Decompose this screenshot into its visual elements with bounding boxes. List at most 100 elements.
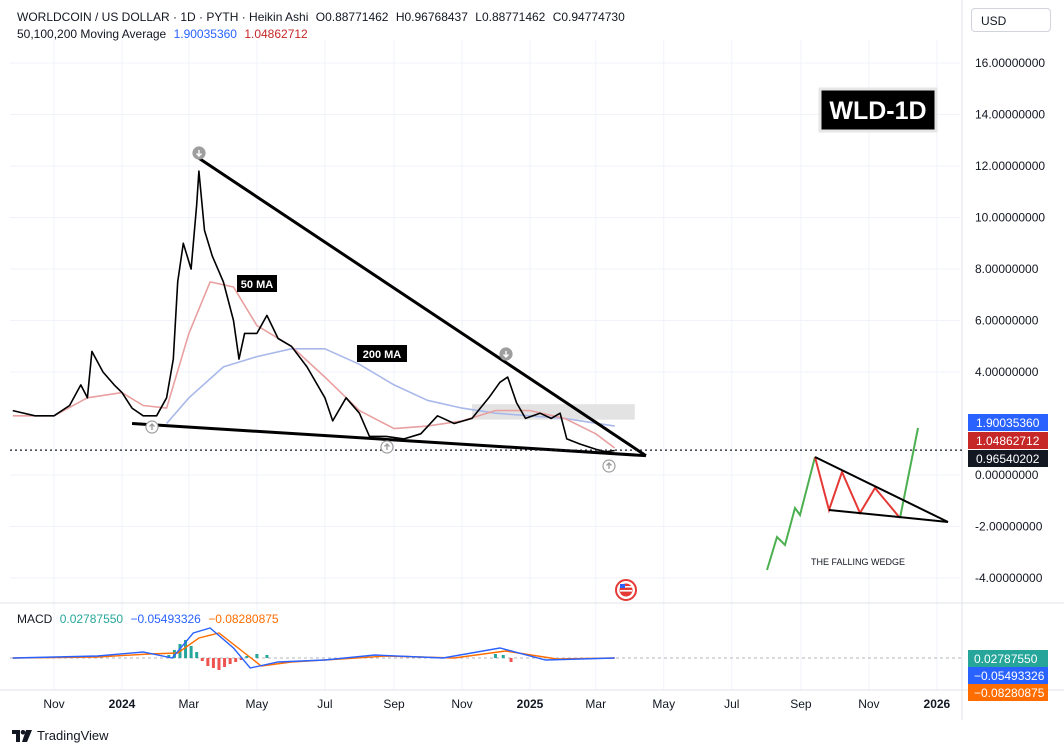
price-label-bg bbox=[968, 450, 1048, 467]
price-label-text: 1.90035360 bbox=[976, 416, 1040, 430]
y-tick-label: 14.00000000 bbox=[975, 108, 1045, 122]
ma-legend[interactable]: 50,100,200 Moving Average 1.90035360 1.0… bbox=[17, 27, 312, 41]
x-tick-label: 2026 bbox=[924, 697, 951, 711]
y-tick-label: 4.00000000 bbox=[975, 365, 1039, 379]
annotation-bg bbox=[237, 275, 277, 292]
price-series[interactable] bbox=[12, 170, 615, 453]
arrow-up-icon bbox=[145, 420, 159, 434]
macd-label-text: −0.08280875 bbox=[974, 686, 1045, 700]
x-axis[interactable]: Nov 2024 Mar May Jul Sep Nov 2025 Mar May Jul Sep No… bbox=[43, 697, 950, 711]
x-tick-label: Sep bbox=[790, 697, 812, 711]
ma200-annotation: 200 MA bbox=[357, 345, 407, 362]
macd-hist-bar bbox=[217, 658, 221, 670]
y-tick-label: 12.00000000 bbox=[975, 159, 1045, 173]
price-label-bg bbox=[968, 414, 1048, 431]
macd-hist-bar bbox=[255, 654, 259, 658]
chart-header: WORLDCOIN / US DOLLAR · 1D · PYTH · Heik… bbox=[17, 10, 629, 24]
macd-hist-bar bbox=[245, 656, 249, 658]
macd-pane[interactable] bbox=[10, 627, 962, 670]
macd-hist-bar bbox=[184, 640, 188, 658]
macd-hist-bar bbox=[501, 655, 505, 658]
gridlines bbox=[10, 40, 960, 690]
x-tick-label: Nov bbox=[858, 697, 879, 711]
currency-button[interactable]: USD bbox=[971, 8, 1051, 32]
x-tick-label: Nov bbox=[43, 697, 64, 711]
price-label-text: 0.96540202 bbox=[976, 452, 1040, 466]
arrow-down-icon bbox=[192, 146, 206, 160]
flag-stripe bbox=[620, 586, 632, 588]
macd-label: MACD bbox=[17, 612, 53, 626]
price-label-bg bbox=[968, 432, 1048, 449]
symbol-badge: WLD-1D bbox=[818, 87, 938, 133]
tradingview-logo[interactable]: TradingView bbox=[12, 728, 109, 743]
ohlc-open: O0.88771462 bbox=[315, 10, 389, 24]
resistance-zone bbox=[472, 404, 635, 420]
macd-label-text: 0.02787550 bbox=[974, 652, 1038, 666]
x-tick-label: May bbox=[652, 697, 675, 711]
price-label: 0.96540202 bbox=[968, 450, 1048, 467]
marker-arrow bbox=[149, 423, 155, 430]
macd-hist-bar bbox=[195, 652, 199, 658]
price-labels: 1.90035360 1.04862712 0.96540202 bbox=[968, 414, 1048, 467]
x-tick-label: 2025 bbox=[517, 697, 544, 711]
y-tick-label: -4.00000000 bbox=[975, 571, 1043, 585]
wedge-upper-trendline[interactable] bbox=[198, 157, 647, 457]
y-tick-label: 8.00000000 bbox=[975, 262, 1039, 276]
arrow-up-icon bbox=[380, 440, 394, 454]
price-label-text: 1.04862712 bbox=[976, 434, 1040, 448]
x-tick-label: Mar bbox=[585, 697, 606, 711]
macd-line[interactable] bbox=[12, 627, 615, 669]
ma-legend-value-red: 1.04862712 bbox=[244, 27, 308, 41]
ma50-annotation: 50 MA bbox=[237, 275, 277, 292]
macd-hist-bar bbox=[200, 658, 204, 661]
macd-hist-bar bbox=[493, 654, 497, 658]
macd-hist-bar bbox=[239, 658, 243, 660]
annotation-text: 200 MA bbox=[363, 349, 402, 361]
marker-arrow bbox=[196, 150, 202, 157]
x-tick-label: May bbox=[246, 697, 269, 711]
x-tick-label: Jul bbox=[724, 697, 739, 711]
macd-price-label: 0.02787550 bbox=[968, 650, 1048, 667]
marker-arrow bbox=[606, 462, 612, 469]
ohlc-low: L0.88771462 bbox=[475, 10, 546, 24]
us-flag-icon[interactable] bbox=[615, 579, 637, 601]
macd-label-text: −0.05493326 bbox=[974, 669, 1045, 683]
tradingview-wordmark: TradingView bbox=[37, 728, 109, 743]
wedge-breakout-line bbox=[899, 427, 919, 519]
y-tick-label: 6.00000000 bbox=[975, 314, 1039, 328]
ohlc-high: H0.96768437 bbox=[395, 10, 468, 24]
x-tick-label: Nov bbox=[451, 697, 472, 711]
badge-text: WLD-1D bbox=[829, 97, 926, 125]
macd-label-bg bbox=[968, 684, 1048, 701]
ma-legend-label: 50,100,200 Moving Average bbox=[17, 27, 167, 41]
price-label: 1.04862712 bbox=[968, 432, 1048, 449]
macd-hist-bar bbox=[265, 655, 269, 658]
wedge-upper-line bbox=[814, 456, 949, 523]
x-tick-label: Sep bbox=[383, 697, 405, 711]
symbol-title[interactable]: WORLDCOIN / US DOLLAR · 1D · PYTH · Heik… bbox=[17, 10, 309, 24]
y-tick-label: 0.00000000 bbox=[975, 468, 1039, 482]
macd-hist-bar bbox=[223, 658, 227, 667]
macd-legend[interactable]: MACD 0.02787550 −0.05493326 −0.08280875 bbox=[17, 612, 283, 626]
wedge-zigzag-line bbox=[814, 456, 901, 519]
tradingview-icon bbox=[12, 729, 32, 742]
macd-hist-bar bbox=[509, 658, 513, 662]
macd-hist-bar bbox=[234, 658, 238, 662]
x-tick-label: Jul bbox=[317, 697, 332, 711]
arrow-up-icon bbox=[602, 459, 616, 473]
macd-price-label: −0.08280875 bbox=[968, 684, 1048, 701]
macd-hist-bar bbox=[211, 658, 215, 668]
macd-hist-bar bbox=[228, 658, 232, 664]
macd-hist-bar bbox=[167, 655, 171, 658]
y-axis[interactable]: 16.00000000 14.00000000 12.00000000 10.0000… bbox=[975, 56, 1045, 585]
macd-hist-value: −0.08280875 bbox=[208, 612, 279, 626]
y-tick-label: -2.00000000 bbox=[975, 520, 1043, 534]
macd-hist-bar bbox=[189, 646, 193, 658]
x-tick-label: Mar bbox=[179, 697, 200, 711]
macd-value: 0.02787550 bbox=[59, 612, 124, 626]
ma50-series[interactable] bbox=[12, 281, 616, 449]
y-tick-label: 10.00000000 bbox=[975, 211, 1045, 225]
ma-legend-value-blue: 1.90035360 bbox=[173, 27, 237, 41]
macd-price-label: −0.05493326 bbox=[968, 667, 1048, 684]
